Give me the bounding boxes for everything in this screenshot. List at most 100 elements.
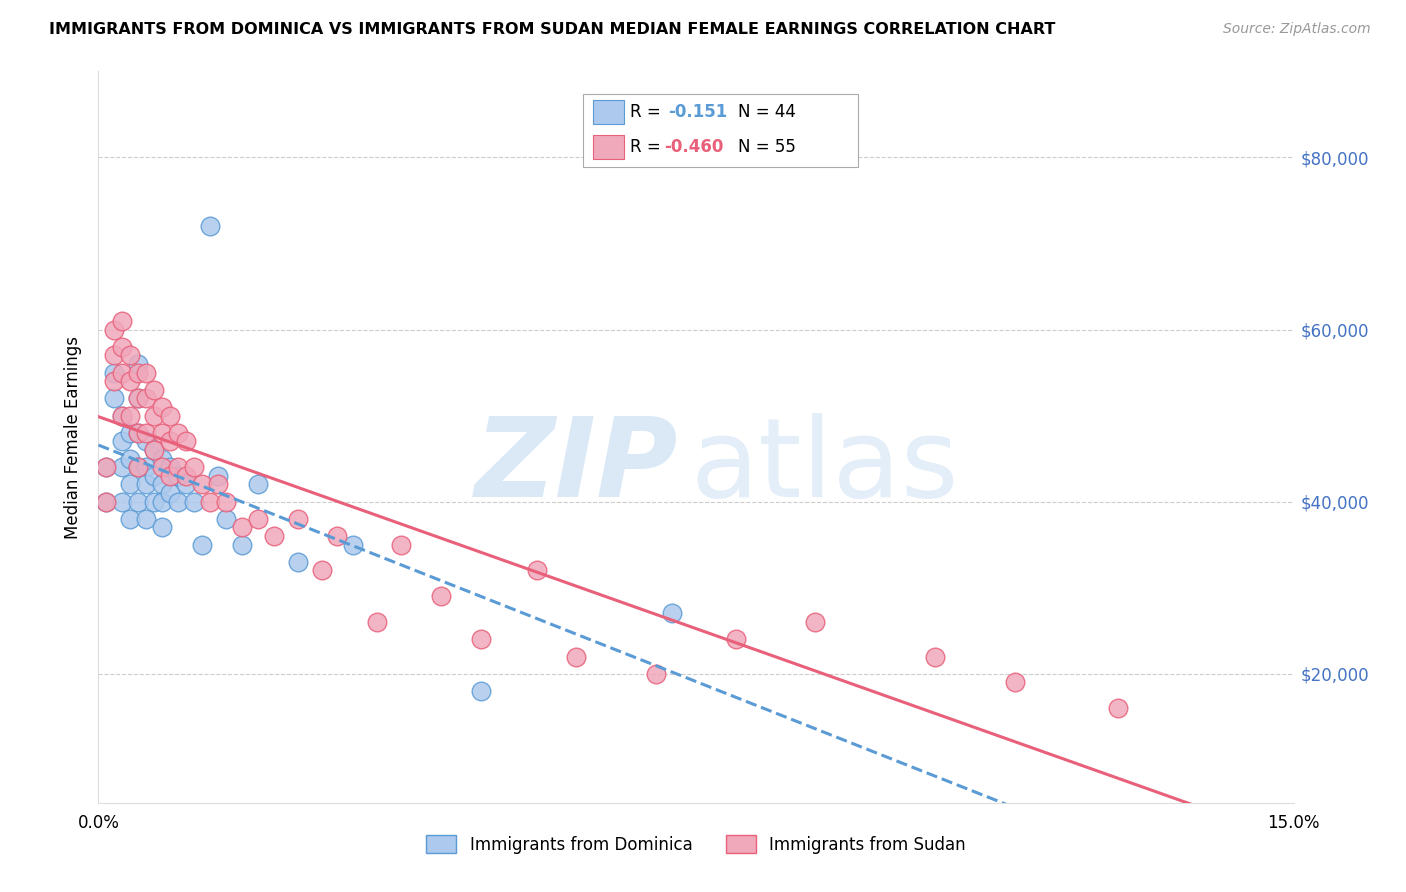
Point [103, 322, 125, 336]
Point [150, 425, 173, 440]
Point [150, 460, 173, 475]
Point [96, 494, 118, 508]
Point [430, 589, 453, 603]
Point [231, 538, 253, 552]
Point [167, 460, 190, 475]
Point [150, 400, 173, 414]
Point [111, 409, 134, 423]
Point [135, 460, 157, 475]
Text: atlas: atlas [690, 413, 959, 520]
Text: Source: ZipAtlas.com: Source: ZipAtlas.com [1223, 22, 1371, 37]
Point [135, 512, 157, 526]
Point [645, 666, 668, 681]
Point [150, 477, 173, 491]
Legend: Immigrants from Dominica, Immigrants from Sudan: Immigrants from Dominica, Immigrants fro… [419, 829, 973, 860]
Point [159, 468, 181, 483]
Point [287, 555, 309, 569]
Point [143, 494, 166, 508]
Point [207, 468, 229, 483]
Text: N = 44: N = 44 [738, 103, 796, 120]
Point [159, 434, 181, 449]
Point [1004, 675, 1026, 690]
Point [150, 494, 173, 508]
Point [311, 564, 333, 578]
Point [183, 494, 205, 508]
Text: N = 55: N = 55 [738, 138, 796, 156]
Point [167, 468, 190, 483]
Point [231, 520, 253, 534]
Point [96, 460, 118, 475]
Point [167, 494, 190, 508]
Point [127, 494, 149, 508]
Point [135, 477, 157, 491]
Point [103, 392, 125, 406]
Point [326, 529, 349, 543]
Point [724, 632, 747, 647]
Point [924, 649, 946, 664]
Point [127, 357, 149, 371]
Point [246, 477, 269, 491]
Text: ZIP: ZIP [475, 413, 678, 520]
Point [143, 468, 166, 483]
Y-axis label: Median Female Earnings: Median Female Earnings [65, 335, 83, 539]
Point [103, 348, 125, 362]
Point [366, 615, 388, 629]
Point [198, 494, 221, 508]
Point [111, 366, 134, 380]
Point [103, 374, 125, 388]
Point [167, 425, 190, 440]
Point [246, 512, 269, 526]
Point [135, 366, 157, 380]
Point [143, 409, 166, 423]
Point [565, 649, 588, 664]
Point [120, 374, 142, 388]
Point [103, 366, 125, 380]
Point [111, 409, 134, 423]
Point [198, 219, 221, 234]
Point [127, 425, 149, 440]
Point [127, 392, 149, 406]
Point [111, 494, 134, 508]
Point [127, 460, 149, 475]
Text: -0.151: -0.151 [668, 103, 727, 120]
Point [127, 425, 149, 440]
Point [135, 425, 157, 440]
Point [150, 520, 173, 534]
Text: IMMIGRANTS FROM DOMINICA VS IMMIGRANTS FROM SUDAN MEDIAN FEMALE EARNINGS CORRELA: IMMIGRANTS FROM DOMINICA VS IMMIGRANTS F… [49, 22, 1056, 37]
Point [804, 615, 827, 629]
Point [526, 564, 548, 578]
Point [120, 348, 142, 362]
Point [174, 477, 197, 491]
Point [150, 451, 173, 466]
Point [127, 392, 149, 406]
Point [389, 538, 412, 552]
Point [120, 425, 142, 440]
Point [96, 460, 118, 475]
Point [191, 538, 214, 552]
Point [120, 477, 142, 491]
Point [120, 409, 142, 423]
Point [127, 460, 149, 475]
Point [174, 434, 197, 449]
Point [143, 442, 166, 457]
Text: R =: R = [630, 138, 666, 156]
Point [111, 460, 134, 475]
Point [174, 468, 197, 483]
Point [143, 383, 166, 397]
Point [470, 684, 492, 698]
Text: R =: R = [630, 103, 671, 120]
Point [96, 494, 118, 508]
Point [183, 460, 205, 475]
Point [470, 632, 492, 647]
Point [215, 494, 238, 508]
Point [135, 392, 157, 406]
Point [159, 460, 181, 475]
Point [111, 434, 134, 449]
Point [263, 529, 285, 543]
Point [207, 477, 229, 491]
Point [1107, 701, 1129, 715]
Text: -0.460: -0.460 [664, 138, 723, 156]
Point [661, 607, 683, 621]
Point [120, 451, 142, 466]
Point [159, 486, 181, 500]
